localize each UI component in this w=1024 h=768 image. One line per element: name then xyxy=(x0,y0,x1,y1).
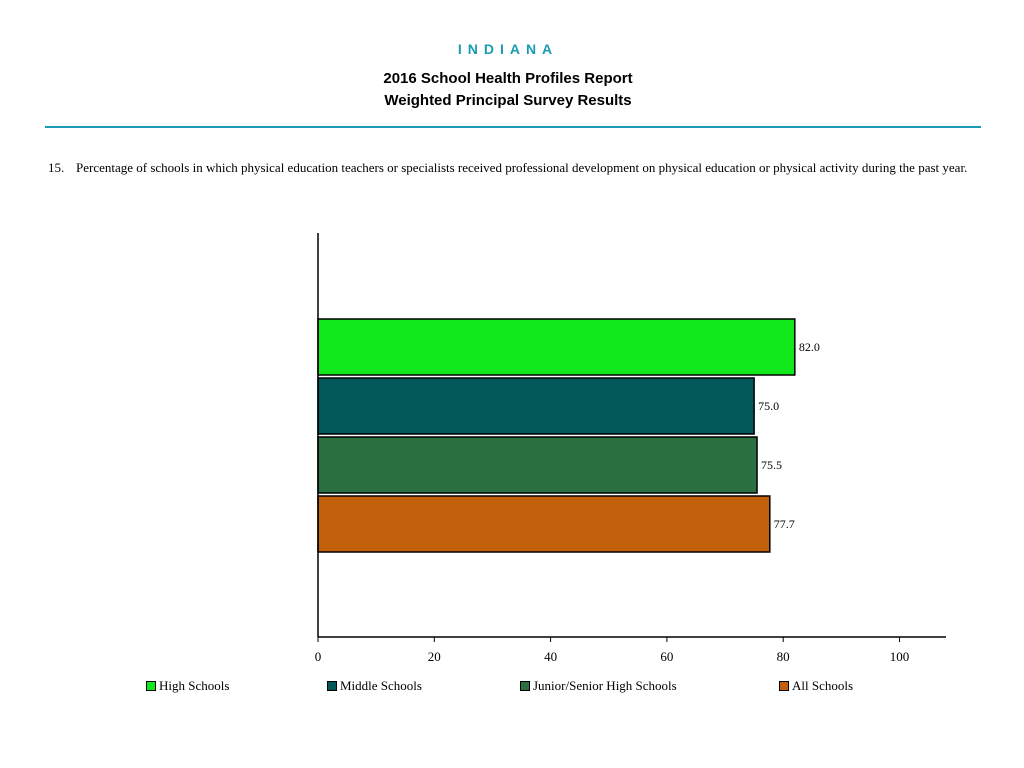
x-tick-label: 20 xyxy=(428,649,441,664)
legend-swatch xyxy=(520,681,530,691)
legend-item: High Schools xyxy=(146,678,229,694)
legend-label: High Schools xyxy=(159,678,230,693)
question-number: 15. xyxy=(48,160,65,175)
x-tick-label: 60 xyxy=(660,649,673,664)
bar-all-schools xyxy=(317,495,771,553)
bar-middle-schools xyxy=(317,377,755,435)
bar-chart: 82.0 75.0 75.5 77.7 0 20 40 60 80 100 xyxy=(315,233,946,664)
legend-label: All Schools xyxy=(792,678,854,693)
state-name: INDIANA xyxy=(457,41,559,57)
legend-item: Middle Schools xyxy=(327,678,422,694)
legend-item: All Schools xyxy=(779,678,853,694)
header-divider xyxy=(45,126,981,128)
legend-swatch xyxy=(327,681,337,691)
bar-value-label: 75.0 xyxy=(758,399,779,413)
x-tick-label: 0 xyxy=(315,649,322,664)
legend-swatch xyxy=(146,681,156,691)
report-subtitle: Weighted Principal Survey Results xyxy=(384,92,632,109)
question: 15. Percentage of schools in which physi… xyxy=(48,160,968,176)
bar-high-schools xyxy=(317,318,796,376)
x-tick-label: 40 xyxy=(544,649,557,664)
bar-value-label: 82.0 xyxy=(799,340,820,354)
bar-value-label: 77.7 xyxy=(774,517,795,531)
report-title: 2016 School Health Profiles Report xyxy=(383,70,633,87)
legend-label: Junior/Senior High Schools xyxy=(533,678,677,693)
x-tick-label: 100 xyxy=(890,649,910,664)
question-text: Percentage of schools in which physical … xyxy=(76,160,968,175)
bar-junior-senior-high-schools xyxy=(317,436,758,494)
x-tick-label: 80 xyxy=(777,649,790,664)
legend-label: Middle Schools xyxy=(340,678,422,693)
bar-value-label: 75.5 xyxy=(761,458,782,472)
legend-swatch xyxy=(779,681,789,691)
legend-item: Junior/Senior High Schools xyxy=(520,678,677,694)
chart-legend: High Schools Middle Schools Junior/Senior … xyxy=(0,678,1024,694)
